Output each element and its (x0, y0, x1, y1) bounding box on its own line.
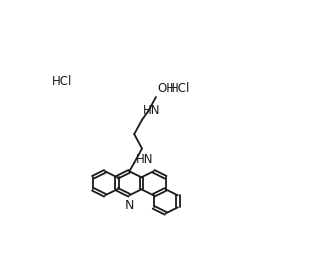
Text: HCl: HCl (52, 75, 72, 88)
Text: HN: HN (135, 153, 153, 166)
Text: HCl: HCl (170, 82, 190, 95)
Text: OH: OH (157, 82, 175, 95)
Text: N: N (125, 199, 134, 212)
Text: HN: HN (143, 104, 161, 117)
